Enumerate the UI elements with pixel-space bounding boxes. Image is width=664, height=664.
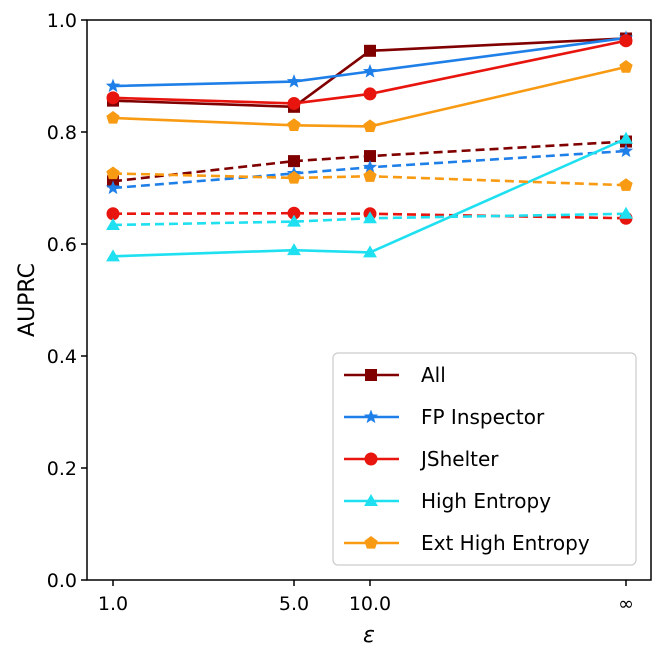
legend-label: High Entropy <box>421 489 551 513</box>
legend-label: FP Inspector <box>421 405 545 429</box>
series-line <box>112 149 627 190</box>
legend-marker <box>365 369 377 381</box>
data-point <box>105 180 121 195</box>
legend-label: JShelter <box>419 447 499 471</box>
data-point <box>364 44 376 57</box>
series-line <box>112 65 627 128</box>
legend-marker <box>364 536 378 549</box>
data-point <box>286 74 302 88</box>
data-point <box>106 207 120 221</box>
x-tick-label: ∞ <box>618 593 634 615</box>
series-high-entropy-dashed <box>106 206 633 230</box>
y-tick-label: 0.0 <box>47 570 77 592</box>
data-point <box>106 217 120 230</box>
data-point <box>362 159 378 174</box>
legend-item-ext-high-entropy: Ext High Entropy <box>344 531 590 555</box>
y-tick-label: 0.2 <box>47 458 77 480</box>
data-point <box>287 214 301 227</box>
series-line <box>112 172 627 187</box>
data-point <box>619 131 633 144</box>
legend-item-high-entropy: High Entropy <box>344 489 551 513</box>
data-point <box>619 60 633 73</box>
data-point <box>106 111 120 124</box>
series-line <box>112 37 627 109</box>
legend-label: All <box>421 363 446 387</box>
series-layer <box>105 30 634 262</box>
data-point <box>287 96 301 110</box>
legend: All FP Inspector JShelter High Entropy Ext H… <box>332 352 637 566</box>
legend-marker <box>364 494 378 506</box>
data-point <box>363 169 377 182</box>
data-point <box>619 34 633 48</box>
data-point <box>287 243 301 256</box>
x-axis-label: ε <box>363 623 375 648</box>
data-point <box>287 170 301 184</box>
x-tick-label: 10.0 <box>349 593 391 615</box>
series-line <box>112 140 627 183</box>
data-point <box>287 206 301 220</box>
y-tick-label: 0.6 <box>47 234 77 256</box>
legend-item-fp-inspector: FP Inspector <box>344 405 545 429</box>
data-point <box>288 155 300 168</box>
series-line <box>112 36 627 88</box>
data-point <box>287 118 301 131</box>
legend-marker <box>364 452 378 466</box>
data-point <box>363 119 377 133</box>
data-point <box>619 178 633 191</box>
y-tick-label: 1.0 <box>47 10 77 32</box>
data-point <box>106 166 120 180</box>
y-tick-label: 0.4 <box>47 346 77 368</box>
data-point <box>363 211 377 224</box>
legend-item-all: All <box>344 363 446 387</box>
data-point <box>363 245 377 258</box>
data-point <box>363 87 377 101</box>
legend-box <box>332 352 637 566</box>
legend-item-jshelter: JShelter <box>344 447 499 471</box>
y-tick-label: 0.8 <box>47 122 77 144</box>
y-axis-label: AUPRC <box>15 263 40 337</box>
data-point <box>105 78 121 93</box>
data-point <box>106 249 120 262</box>
x-tick-label: 1.0 <box>98 593 128 615</box>
series-line <box>112 39 627 105</box>
axes-layer: 0.0 0.2 0.4 0.6 0.8 1.0 1.0 5.0 10.0 ∞ <box>47 10 634 615</box>
data-point <box>362 64 378 78</box>
legend-marker <box>363 409 379 424</box>
data-point <box>618 143 634 158</box>
legend-label: Ext High Entropy <box>421 531 590 555</box>
data-point <box>619 206 633 219</box>
series-line <box>112 137 627 258</box>
series-ext-high-entropy-solid <box>106 60 633 133</box>
plot-frame <box>86 19 652 581</box>
data-point <box>364 150 376 163</box>
series-ext-high-entropy-dashed <box>106 166 633 191</box>
series-high-entropy-solid <box>106 131 633 262</box>
series-jshelter-solid <box>106 34 633 110</box>
data-point <box>106 91 120 105</box>
series-line <box>112 212 627 227</box>
x-tick-label: 5.0 <box>279 593 309 615</box>
